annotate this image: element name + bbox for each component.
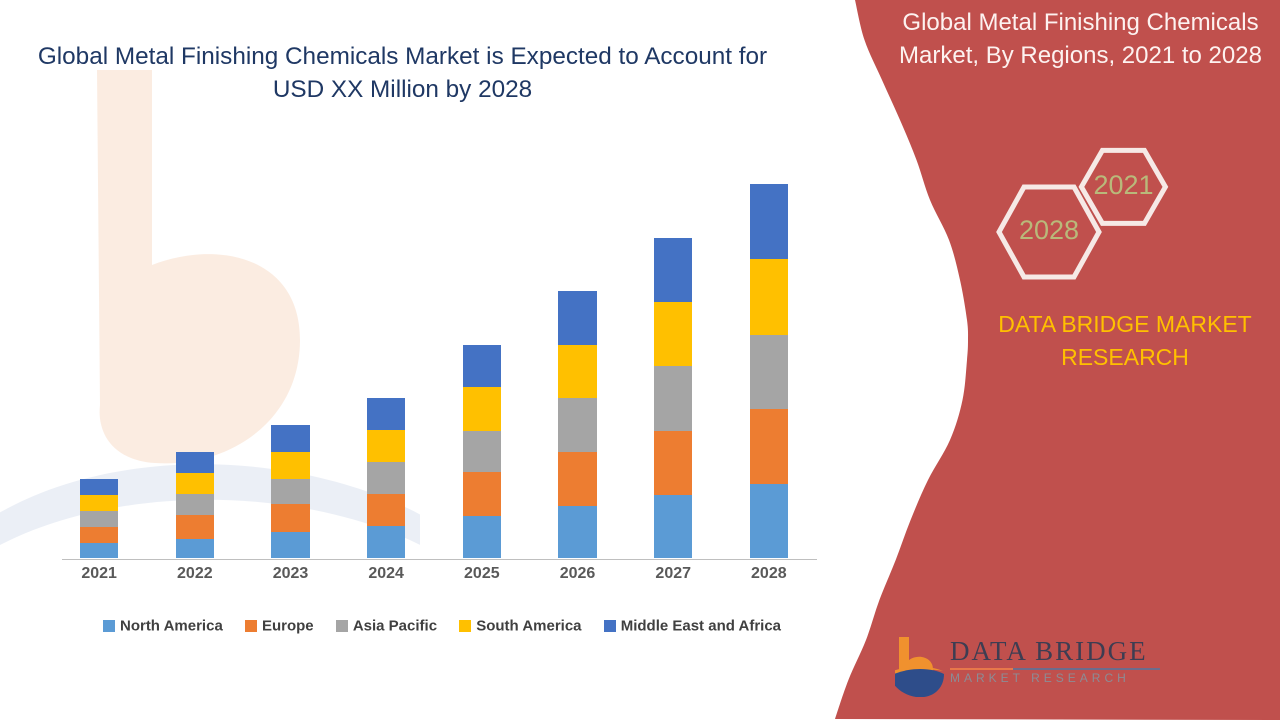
svg-text:2028: 2028 xyxy=(1019,215,1079,245)
svg-text:2021: 2021 xyxy=(1093,170,1153,200)
